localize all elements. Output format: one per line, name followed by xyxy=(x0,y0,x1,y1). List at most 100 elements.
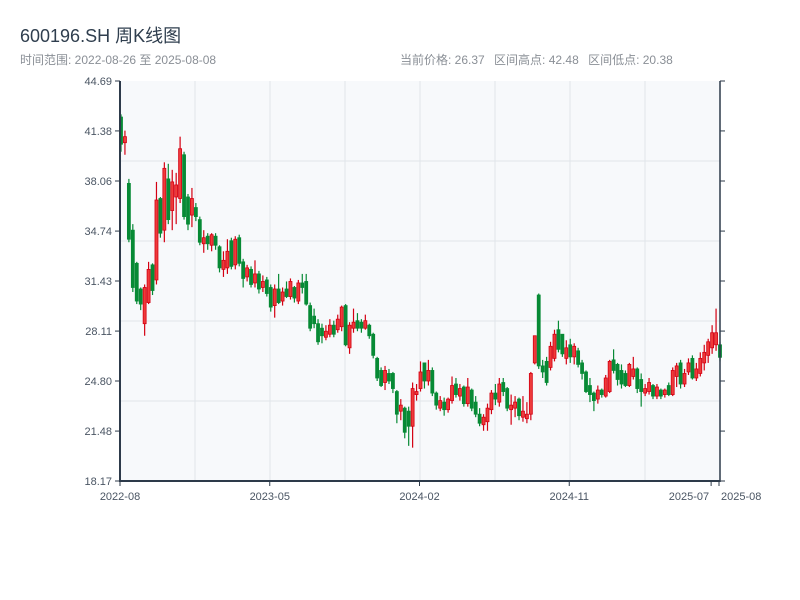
candle-down xyxy=(237,237,242,264)
candle-down xyxy=(584,371,588,392)
candle-down xyxy=(241,261,246,279)
candle-down xyxy=(406,410,411,427)
candle-down xyxy=(126,183,131,240)
candle-up xyxy=(233,238,238,266)
candle-down xyxy=(619,370,624,385)
y-tick-label: 18.17 xyxy=(84,476,112,488)
candle-down xyxy=(580,362,584,374)
candle-down xyxy=(331,324,336,335)
candle-up xyxy=(209,234,214,246)
candle-down xyxy=(402,407,407,433)
y-tick-label: 31.43 xyxy=(84,276,112,288)
candle-up xyxy=(694,368,699,379)
candle-down xyxy=(454,383,458,395)
candle-up xyxy=(190,198,194,216)
candle-down xyxy=(300,282,305,288)
y-tick-label: 38.06 xyxy=(84,176,112,188)
candle-up xyxy=(643,388,648,394)
candle-down xyxy=(658,389,663,397)
current-price: 当前价格: 26.37 xyxy=(400,53,485,67)
candle-up xyxy=(253,273,257,284)
candle-up xyxy=(655,386,659,397)
chart-title: 600196.SH 周K线图 xyxy=(20,26,182,46)
y-tick-label: 21.48 xyxy=(84,426,112,438)
candle-down xyxy=(568,344,573,358)
candle-down xyxy=(150,264,155,291)
candle-down xyxy=(249,268,253,285)
candle-down xyxy=(182,154,186,217)
price-stats: 当前价格: 26.37 区间高点: 42.48 区间低点: 20.38 xyxy=(400,51,679,68)
candle-up xyxy=(324,330,328,338)
candle-up xyxy=(450,385,454,402)
candle-down xyxy=(469,389,474,409)
candle-down xyxy=(473,401,478,415)
candle-up xyxy=(410,388,415,427)
x-tick-label: 2025-07 xyxy=(669,491,709,503)
x-tick-label: 2023-05 xyxy=(250,491,290,503)
candle-up xyxy=(607,360,612,392)
candle-up xyxy=(245,267,250,278)
candle-down xyxy=(591,392,596,402)
candle-down xyxy=(308,305,313,329)
candle-down xyxy=(611,359,616,371)
candle-down xyxy=(320,327,324,337)
candle-down xyxy=(536,294,541,367)
candle-up xyxy=(426,370,431,382)
y-tick-label: 44.69 xyxy=(84,76,112,88)
candle-up xyxy=(686,362,691,373)
candle-down xyxy=(461,386,466,405)
candle-up xyxy=(162,167,167,231)
x-tick-label: 2024-02 xyxy=(399,491,439,503)
candle-down xyxy=(477,413,482,424)
candle-up xyxy=(296,282,301,302)
candle-down xyxy=(544,360,549,383)
x-tick-label: 2022-08 xyxy=(100,491,140,503)
candle-down xyxy=(599,389,604,395)
x-tick-label: 2024-11 xyxy=(549,491,589,503)
candle-down xyxy=(394,391,399,415)
candle-down xyxy=(193,207,198,217)
candle-up xyxy=(272,288,277,306)
candle-down xyxy=(213,235,218,246)
candle-down xyxy=(343,305,348,346)
candle-up xyxy=(465,386,470,405)
candle-up xyxy=(174,184,179,198)
candle-down xyxy=(134,262,139,302)
candle-down xyxy=(666,385,671,395)
range-high: 区间高点: 42.48 xyxy=(494,53,579,67)
candle-up xyxy=(647,382,651,392)
candle-down xyxy=(422,362,427,382)
candle-up xyxy=(702,351,707,364)
candle-up xyxy=(706,341,711,356)
candle-down xyxy=(501,382,506,392)
candle-up xyxy=(521,410,525,418)
candle-down xyxy=(264,279,269,294)
candle-down xyxy=(623,373,628,386)
candle-up xyxy=(363,320,368,329)
candle-up xyxy=(481,416,486,426)
candle-up xyxy=(142,287,147,325)
candle-up xyxy=(548,345,553,368)
candle-up xyxy=(532,335,537,364)
date-range-label: 时间范围: 2022-08-26 至 2025-08-08 xyxy=(20,53,217,67)
y-tick-label: 24.80 xyxy=(84,376,112,388)
candle-up xyxy=(260,281,265,288)
candle-down xyxy=(138,288,143,305)
candle-down xyxy=(639,379,644,392)
candle-down xyxy=(312,315,316,325)
candle-down xyxy=(130,229,135,288)
candle-up xyxy=(595,389,600,400)
candle-down xyxy=(517,398,521,417)
candle-up xyxy=(154,199,159,281)
candle-up xyxy=(552,333,557,359)
candle-up xyxy=(489,392,494,411)
candle-down xyxy=(615,364,620,380)
candle-down xyxy=(556,329,561,350)
candle-down xyxy=(186,196,190,225)
candle-down xyxy=(576,350,581,365)
candle-down xyxy=(690,357,695,379)
candle-up xyxy=(458,388,462,397)
candle-down xyxy=(304,281,309,305)
candle-up xyxy=(698,357,703,374)
candle-down xyxy=(635,368,640,389)
